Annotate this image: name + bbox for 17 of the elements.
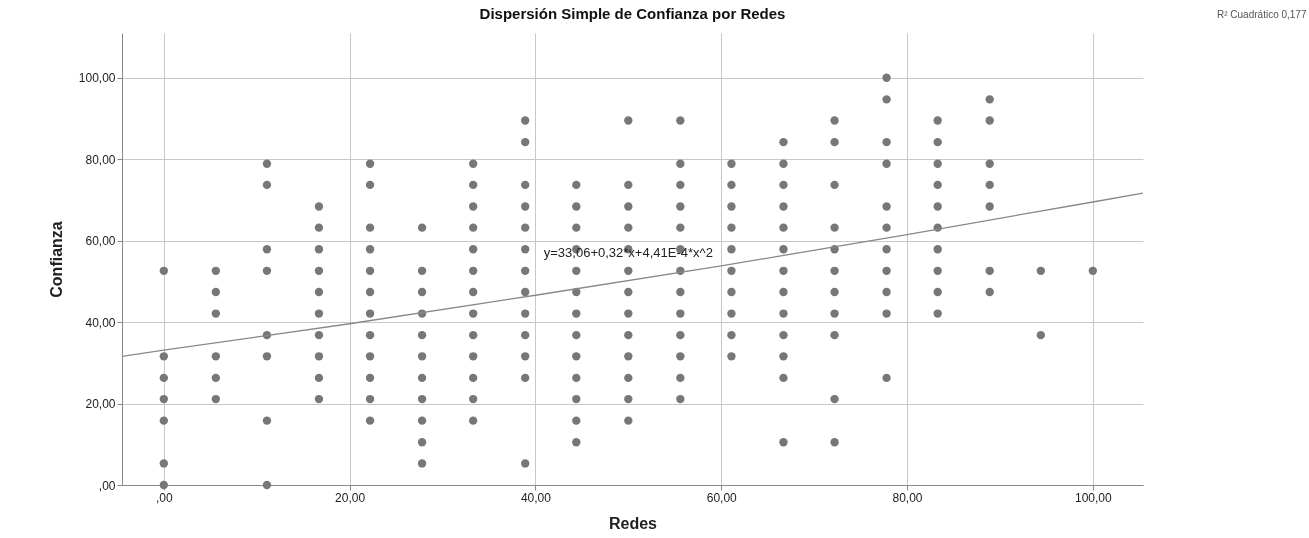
y-tick-label: 20,00 <box>85 397 116 412</box>
y-tick-label: 60,00 <box>85 234 116 249</box>
y-tick-label: 40,00 <box>85 315 116 330</box>
x-tick-label: 60,00 <box>706 490 738 505</box>
x-tick-label: 40,00 <box>520 490 552 505</box>
y-axis-title: Confianza <box>47 221 65 298</box>
text: R² Cuadrático 0,177 <box>1217 9 1307 20</box>
x-tick-label: 100,00 <box>1074 490 1113 505</box>
x-tick-label: 80,00 <box>892 490 923 505</box>
chart-title: Dispersión Simple de Confianza por Redes <box>479 5 786 22</box>
y-tick-label: 100,00 <box>78 71 116 86</box>
annotation: y=33,06+0,32*x+4,41E-4*x^2 <box>543 244 713 260</box>
y-tick-label: 80,00 <box>85 152 116 167</box>
x-tick-label: ,00 <box>155 490 173 505</box>
x-axis-title: Redes <box>608 514 658 532</box>
y-tick-label: ,00 <box>98 478 116 493</box>
x-tick-label: 20,00 <box>335 490 366 505</box>
